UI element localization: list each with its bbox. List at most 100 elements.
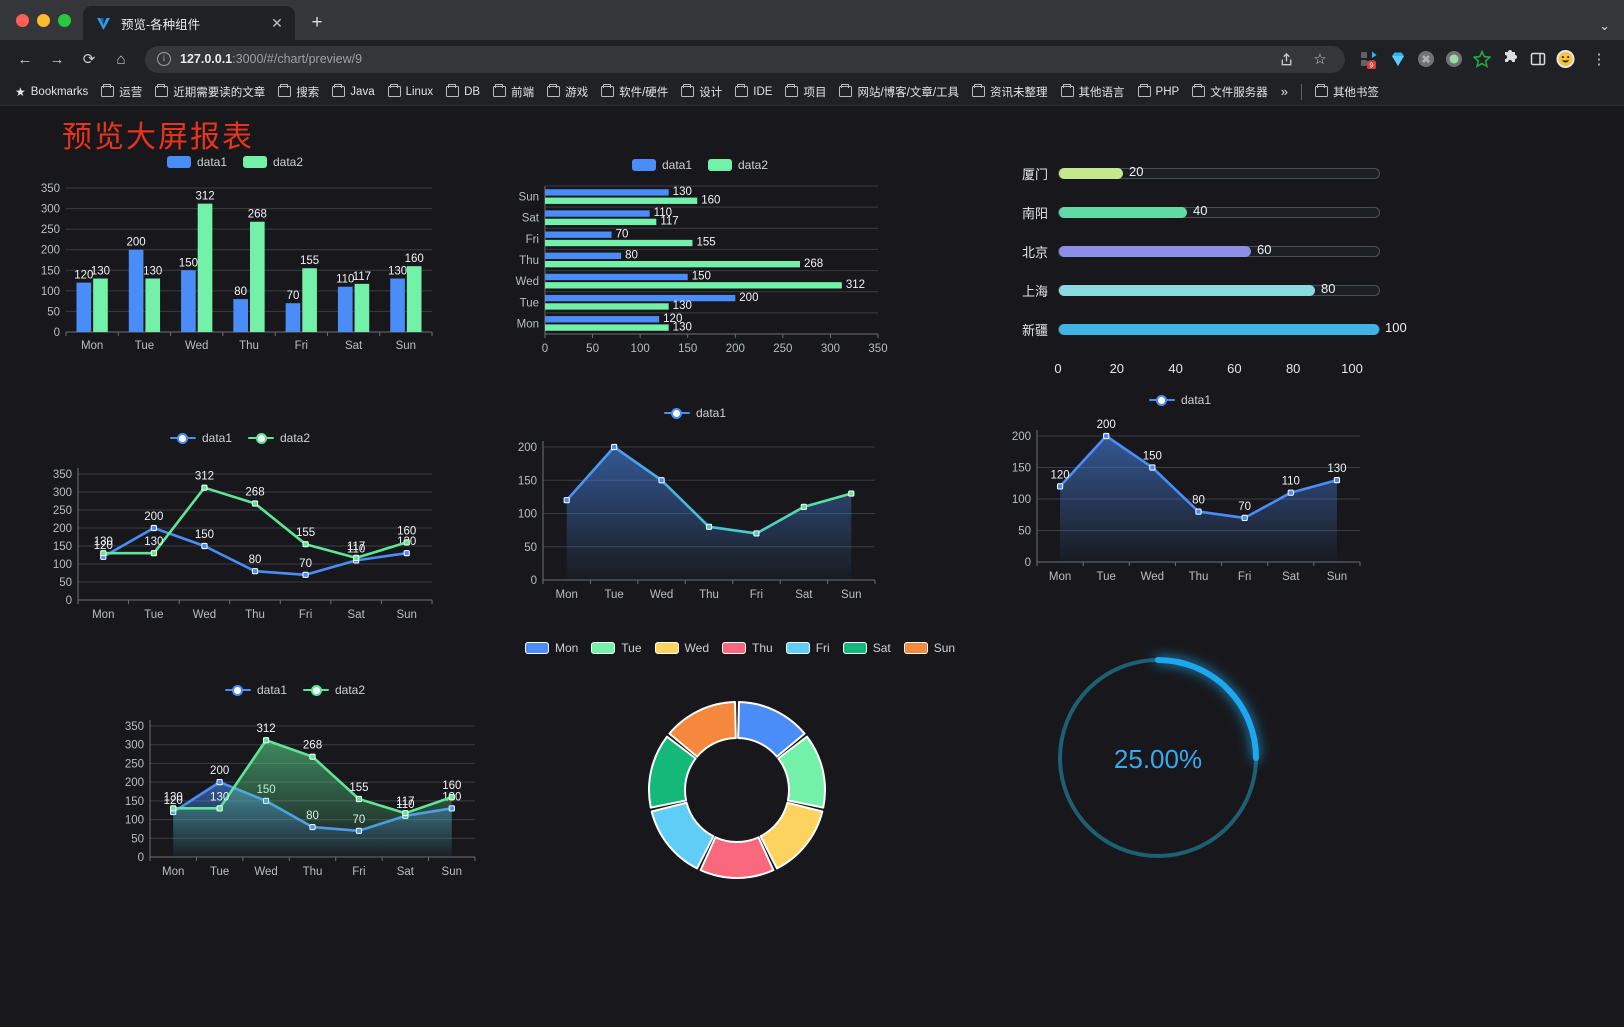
bookmarks-overflow-button[interactable]: » — [1280, 84, 1288, 99]
svg-text:200: 200 — [127, 237, 146, 249]
svg-text:200: 200 — [144, 511, 163, 523]
diamond-extension-icon[interactable] — [1388, 50, 1407, 69]
bookmark-folder-1[interactable]: 近期需要读的文章 — [149, 81, 271, 103]
legend-item-mon[interactable]: Mon — [524, 641, 578, 655]
bookmark-folder-6[interactable]: 前端 — [487, 81, 540, 103]
address-bar[interactable]: i 127.0.0.1:3000/#/chart/preview/9 ☆ — [145, 44, 1345, 74]
svg-text:130: 130 — [673, 321, 692, 333]
legend-item-data1[interactable]: data1 — [663, 406, 726, 420]
bookmark-folder-4[interactable]: Linux — [382, 83, 440, 101]
legend-swatch-icon — [654, 642, 679, 654]
progress-track[interactable]: 20 — [1058, 164, 1380, 179]
back-button[interactable]: ← — [17, 50, 33, 68]
svg-text:100: 100 — [518, 509, 537, 521]
minimize-window-button[interactable] — [37, 13, 50, 27]
bookmark-folder-9[interactable]: 设计 — [675, 81, 728, 103]
star-icon: ★ — [15, 84, 26, 99]
svg-text:Sat: Sat — [397, 866, 415, 878]
omnibox-actions: ☆ — [1271, 44, 1335, 74]
legend-item-data1[interactable]: data1 — [1148, 393, 1211, 407]
svg-text:Thu: Thu — [519, 255, 539, 267]
close-window-button[interactable] — [16, 13, 29, 27]
legend-item-thu[interactable]: Thu — [722, 641, 773, 655]
bookmark-folder-3[interactable]: Java — [326, 83, 380, 101]
legend-item-wed[interactable]: Wed — [654, 641, 709, 655]
progress-track[interactable]: 40 — [1058, 203, 1380, 218]
legend-item-sun[interactable]: Sun — [903, 641, 955, 655]
legend-item-data2[interactable]: data2 — [303, 683, 365, 697]
svg-text:50: 50 — [59, 577, 72, 589]
extension-grid-icon[interactable]: 9 — [1360, 50, 1379, 69]
svg-text:Tue: Tue — [210, 866, 229, 878]
url-host: 127.0.0.1 — [180, 52, 233, 66]
share-icon[interactable] — [1271, 44, 1301, 74]
legend-item-data2[interactable]: data2 — [243, 155, 303, 169]
page-title: 预览大屏报表 — [62, 121, 254, 154]
legend-item-data1[interactable]: data1 — [169, 431, 232, 445]
bookmark-folder-2[interactable]: 搜索 — [272, 81, 325, 103]
circle-extension-icon[interactable] — [1444, 50, 1463, 69]
legend-item-tue[interactable]: Tue — [591, 641, 642, 655]
command-extension-icon[interactable]: ⌘ — [1416, 50, 1435, 69]
new-tab-button[interactable]: + — [311, 12, 323, 33]
svg-text:Fri: Fri — [1238, 571, 1251, 583]
bookmark-folder-0[interactable]: 运营 — [95, 81, 148, 103]
legend-item-data2[interactable]: data2 — [708, 158, 768, 172]
bookmark-folder-12[interactable]: 网站/博客/文章/工具 — [833, 81, 965, 103]
chevron-down-icon[interactable]: ⌄ — [1599, 18, 1610, 33]
progress-track[interactable]: 60 — [1058, 242, 1380, 257]
home-button[interactable]: ⌂ — [116, 50, 126, 68]
legend-item-fri[interactable]: Fri — [785, 641, 830, 655]
svg-text:250: 250 — [125, 758, 144, 770]
svg-text:312: 312 — [256, 723, 275, 735]
legend-label: Wed — [684, 641, 709, 655]
folder-icon — [1060, 84, 1074, 97]
svg-text:50: 50 — [586, 343, 599, 355]
bookmark-folder-16[interactable]: 文件服务器 — [1186, 81, 1274, 103]
legend-item-data1[interactable]: data1 — [631, 158, 692, 172]
profile-avatar[interactable] — [1556, 49, 1575, 69]
legend-item-data1[interactable]: data1 — [224, 683, 287, 697]
svg-text:150: 150 — [53, 541, 72, 553]
svg-text:130: 130 — [143, 266, 162, 278]
bookmark-star-icon[interactable]: ☆ — [1313, 51, 1327, 68]
progress-track[interactable]: 80 — [1058, 281, 1380, 296]
progress-track[interactable]: 100 — [1058, 320, 1407, 335]
other-bookmarks-folder[interactable]: 其他书签 — [1309, 81, 1385, 103]
legend-item-data2[interactable]: data2 — [248, 431, 310, 445]
browser-tab[interactable]: 预览-各种组件 ✕ — [83, 6, 295, 40]
browser-menu-button[interactable]: ⋮ — [1591, 51, 1607, 68]
legend-item-sat[interactable]: Sat — [842, 641, 891, 655]
svg-text:160: 160 — [397, 525, 416, 537]
legend-line-gradient: data1 — [495, 401, 895, 425]
close-tab-button[interactable]: ✕ — [271, 14, 283, 31]
svg-text:Wed: Wed — [193, 609, 216, 621]
bookmark-manager-item[interactable]: ★ Bookmarks — [9, 82, 94, 102]
svg-text:Tue: Tue — [144, 609, 163, 621]
svg-text:130: 130 — [1327, 463, 1346, 475]
bookmark-folder-7[interactable]: 游戏 — [541, 81, 594, 103]
bookmark-label: 其他书签 — [1332, 86, 1379, 99]
svg-text:155: 155 — [696, 237, 715, 249]
bookmark-folder-14[interactable]: 其他语言 — [1055, 81, 1131, 103]
bookmark-folder-10[interactable]: IDE — [729, 83, 778, 101]
sidepanel-icon[interactable] — [1528, 50, 1547, 69]
bookmark-folder-13[interactable]: 资讯未整理 — [966, 81, 1054, 103]
svg-text:160: 160 — [701, 194, 720, 206]
star-extension-icon[interactable] — [1472, 50, 1491, 69]
bookmark-folder-11[interactable]: 项目 — [779, 81, 832, 103]
bookmark-folder-8[interactable]: 软件/硬件 — [595, 81, 674, 103]
maximize-window-button[interactable] — [58, 13, 71, 27]
bookmark-folder-5[interactable]: DB — [440, 83, 486, 101]
legend-item-data1[interactable]: data1 — [166, 155, 227, 169]
svg-text:160: 160 — [405, 253, 424, 265]
site-info-icon[interactable]: i — [157, 52, 171, 66]
puzzle-extension-icon[interactable] — [1500, 50, 1519, 69]
svg-text:200: 200 — [1097, 419, 1116, 431]
forward-button[interactable]: → — [49, 50, 65, 68]
svg-text:155: 155 — [300, 255, 319, 267]
svg-text:Sun: Sun — [442, 866, 462, 878]
bookmark-folder-15[interactable]: PHP — [1132, 83, 1186, 101]
reload-button[interactable]: ⟳ — [82, 51, 96, 68]
svg-text:120: 120 — [94, 540, 113, 552]
